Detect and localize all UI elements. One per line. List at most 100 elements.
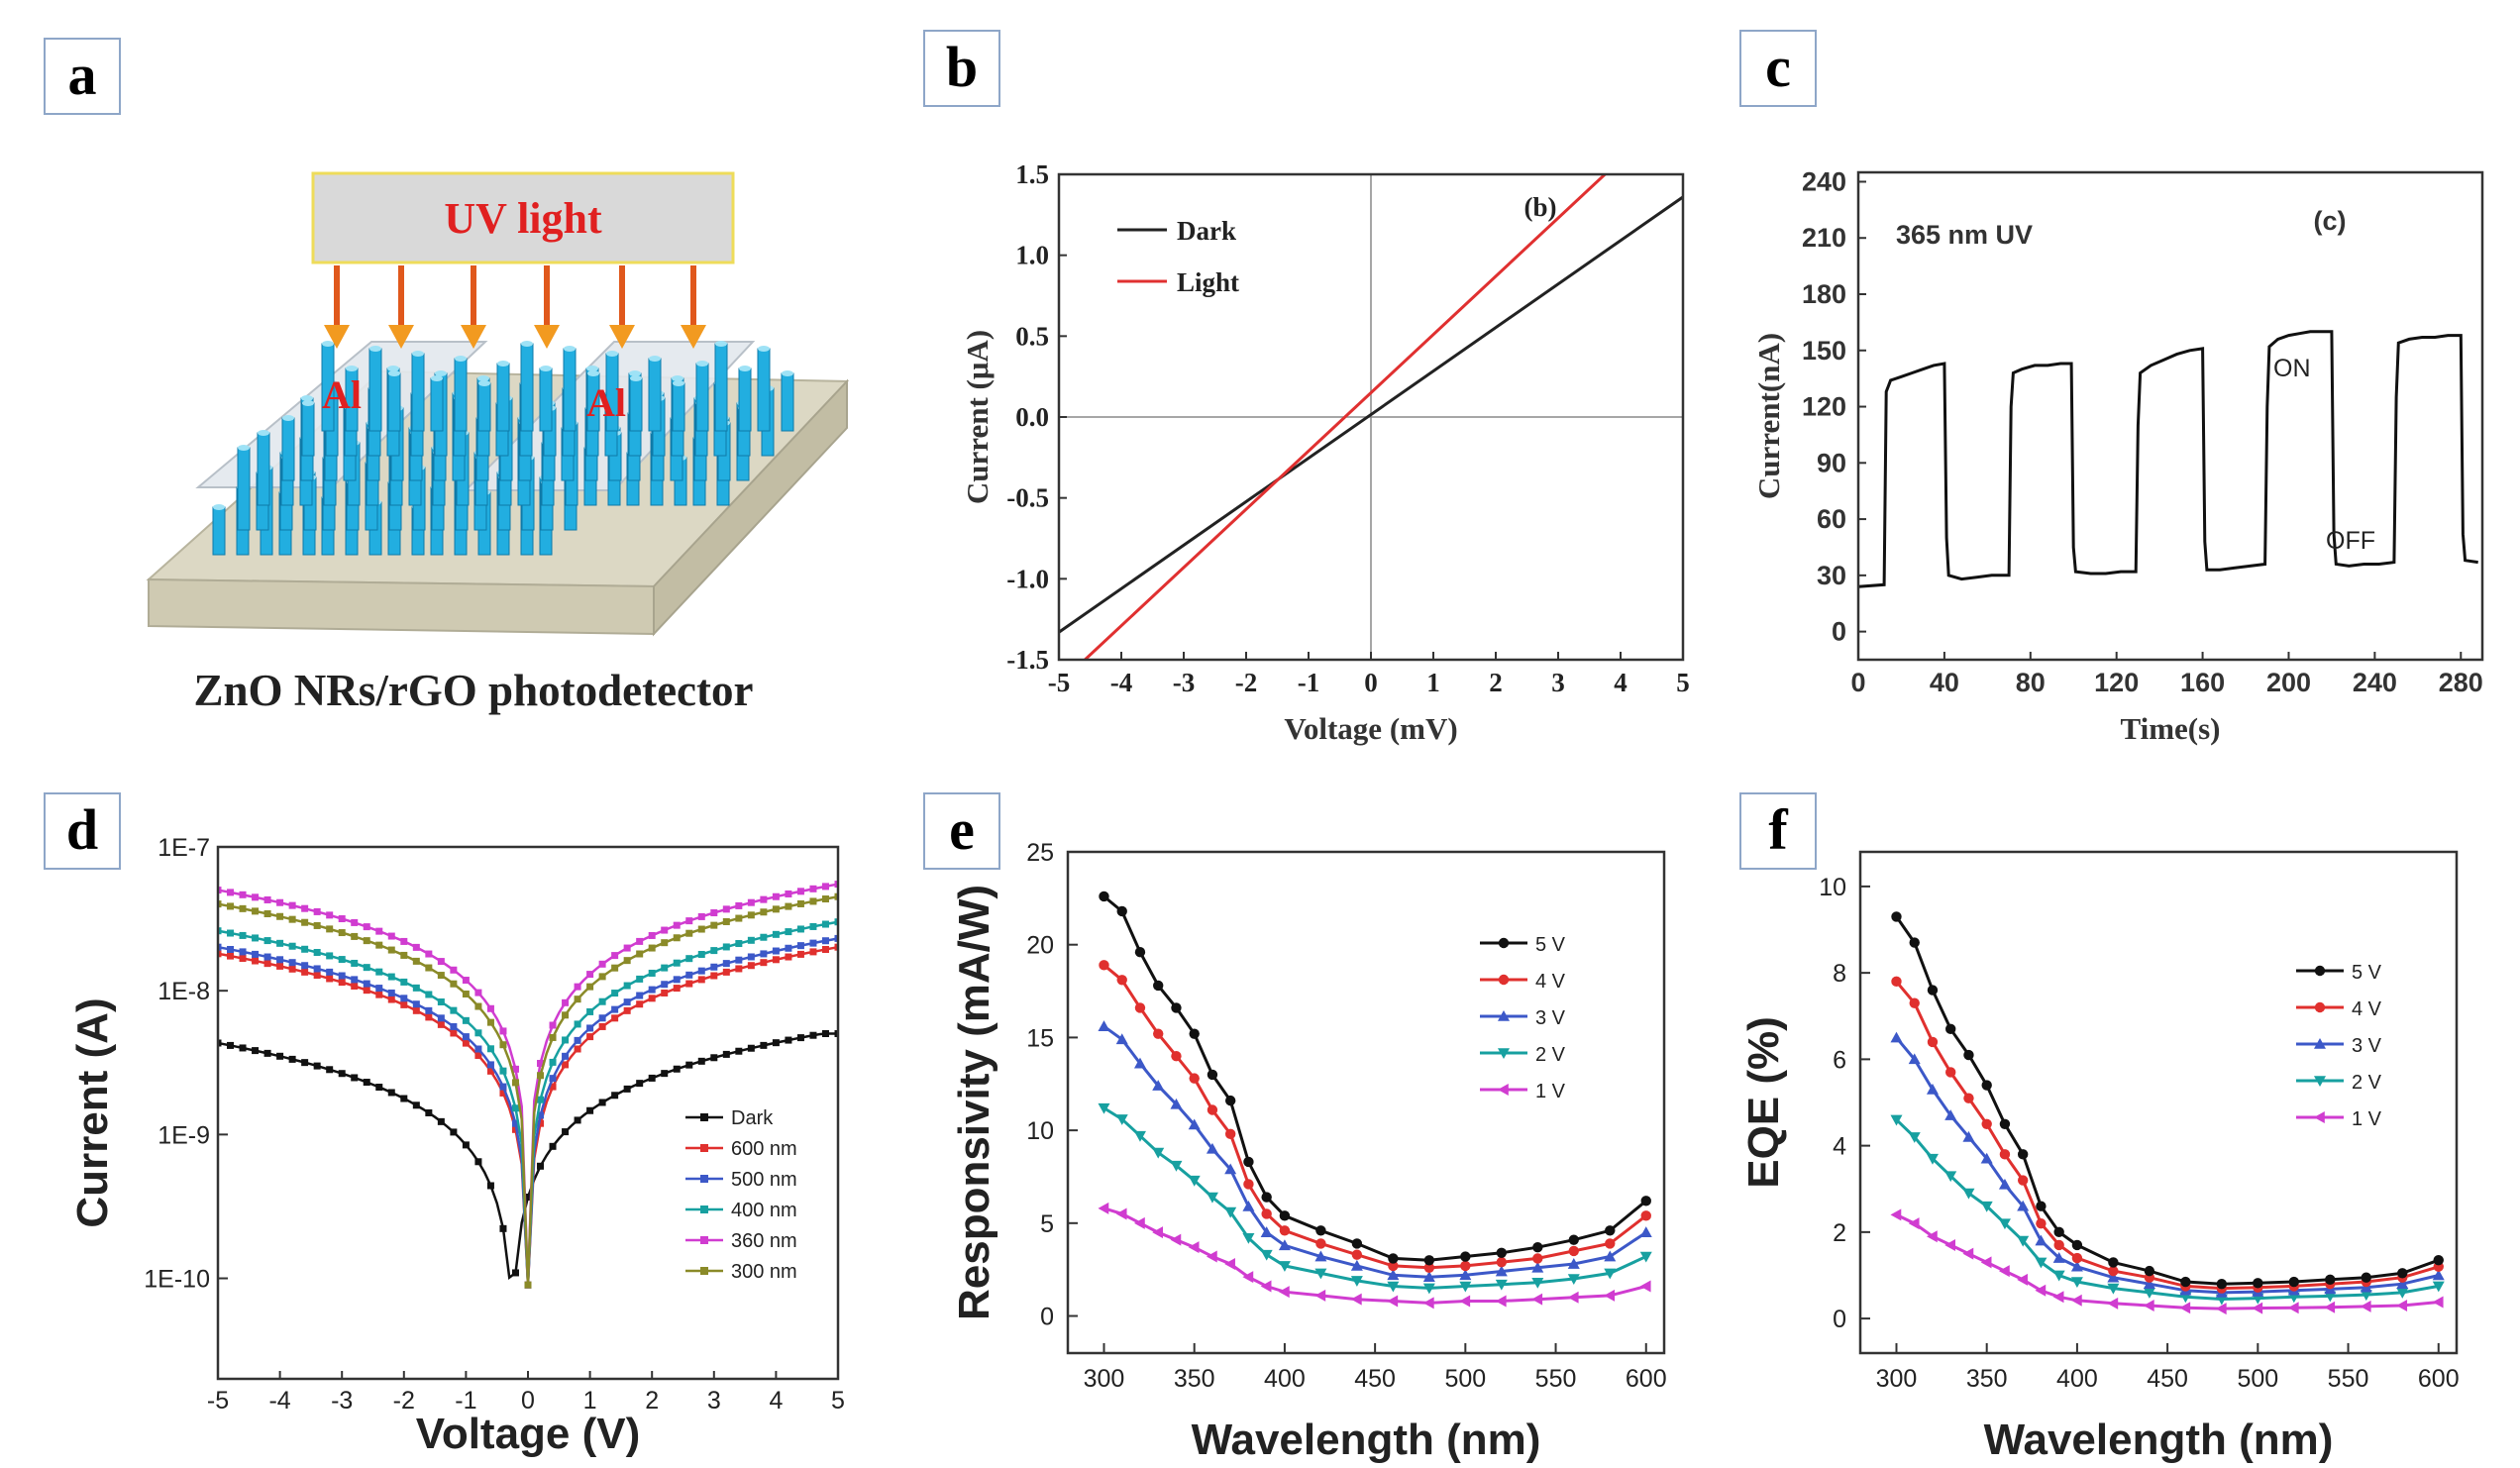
y-tick-label: 120 <box>1802 392 1846 422</box>
nanorod-top <box>696 361 708 367</box>
data-marker <box>1278 1239 1291 1251</box>
data-marker <box>462 977 470 985</box>
data-marker <box>387 989 395 996</box>
data-marker <box>2314 1076 2326 1087</box>
nanorod-top <box>630 375 642 381</box>
data-marker <box>623 998 631 1006</box>
y-tick-label: -1.5 <box>1006 645 1049 675</box>
data-marker <box>772 947 780 955</box>
data-marker <box>1962 1130 1975 1142</box>
data-marker <box>450 1006 458 1014</box>
data-marker <box>326 968 334 976</box>
data-marker <box>450 966 458 974</box>
data-marker <box>462 1141 470 1149</box>
x-tick-label: 1 <box>1426 668 1440 697</box>
data-marker <box>486 1182 494 1190</box>
data-marker <box>796 1034 804 1042</box>
data-marker <box>673 959 681 967</box>
uv-title-text: 365 nm UV <box>1896 220 2033 250</box>
data-marker <box>2070 1294 2082 1307</box>
nanorod-top <box>477 375 489 381</box>
data-marker <box>2107 1297 2119 1310</box>
legend-label: 3 V <box>2352 1035 2382 1057</box>
data-marker <box>1604 1268 1617 1280</box>
y-tick-label: 0 <box>1832 617 1846 647</box>
data-marker <box>562 998 570 1006</box>
on-annotation: ON <box>2273 355 2311 382</box>
data-marker <box>1098 1202 1109 1214</box>
nanorod-top <box>672 375 683 381</box>
data-marker <box>785 1036 792 1044</box>
data-marker <box>685 917 693 925</box>
data-marker <box>2215 1303 2227 1315</box>
y-tick-label: -0.5 <box>1006 483 1049 513</box>
data-marker <box>2287 1302 2299 1314</box>
x-tick-label: 4 <box>1614 668 1628 697</box>
data-marker <box>673 921 681 929</box>
panel-label-a: a <box>44 38 121 115</box>
data-marker <box>735 956 743 964</box>
data-marker <box>2324 1301 2336 1313</box>
data-marker <box>1460 1251 1471 1262</box>
data-marker <box>1998 1218 2011 1230</box>
data-marker <box>1134 1002 1146 1013</box>
data-marker <box>636 992 644 999</box>
data-marker <box>474 1158 482 1166</box>
data-marker <box>499 1027 507 1035</box>
data-marker <box>425 991 433 998</box>
data-marker <box>2108 1265 2119 1277</box>
data-marker <box>586 1106 594 1114</box>
series-group-2-V <box>1890 1114 2445 1306</box>
y-tick-label: 4 <box>1833 1133 1846 1161</box>
data-marker <box>785 890 792 897</box>
data-marker <box>437 997 445 1005</box>
data-marker <box>809 1031 817 1039</box>
data-marker <box>1099 960 1109 971</box>
data-marker <box>276 1052 284 1060</box>
data-marker <box>351 918 359 926</box>
data-marker <box>474 1045 482 1053</box>
data-marker <box>648 969 656 977</box>
data-marker <box>412 1000 420 1008</box>
data-marker <box>1206 1142 1218 1154</box>
data-marker <box>1279 1225 1291 1236</box>
data-marker <box>1170 1160 1183 1172</box>
data-marker <box>1314 1289 1326 1302</box>
legend-label: 360 nm <box>731 1230 797 1252</box>
data-marker <box>574 1020 581 1028</box>
data-marker <box>1224 1128 1236 1140</box>
data-marker <box>1908 1217 1920 1230</box>
nanorod-top <box>497 361 509 367</box>
series-line <box>1895 980 2440 1291</box>
data-marker <box>1459 1281 1472 1293</box>
x-tick-label: 3 <box>707 1387 721 1415</box>
data-marker <box>722 943 730 951</box>
data-marker <box>1568 1245 1579 1257</box>
data-marker <box>1498 974 1510 986</box>
data-marker <box>574 1036 581 1044</box>
data-marker <box>1532 1253 1543 1264</box>
data-marker <box>1998 1178 2011 1190</box>
data-marker <box>722 1050 730 1058</box>
data-marker <box>1188 1175 1201 1187</box>
legend-marker <box>700 1267 708 1275</box>
data-marker <box>276 956 284 964</box>
data-marker <box>648 1074 656 1082</box>
data-marker <box>697 967 705 975</box>
data-marker <box>1639 1226 1652 1237</box>
data-marker <box>1133 1216 1145 1229</box>
x-tick-label: 400 <box>2056 1365 2098 1393</box>
data-marker <box>301 904 309 912</box>
data-marker <box>710 947 718 955</box>
legend-label: 3 V <box>1535 1007 1566 1029</box>
nanorod-top <box>369 346 381 352</box>
data-marker <box>586 1033 594 1041</box>
data-marker <box>1532 1241 1543 1253</box>
data-marker <box>1189 1028 1200 1039</box>
legend-label: 600 nm <box>731 1138 797 1160</box>
x-tick-label: 450 <box>1354 1365 1396 1393</box>
data-marker <box>1152 1226 1164 1239</box>
data-marker <box>1891 976 1902 988</box>
data-marker <box>735 1047 743 1055</box>
data-marker <box>772 956 780 964</box>
